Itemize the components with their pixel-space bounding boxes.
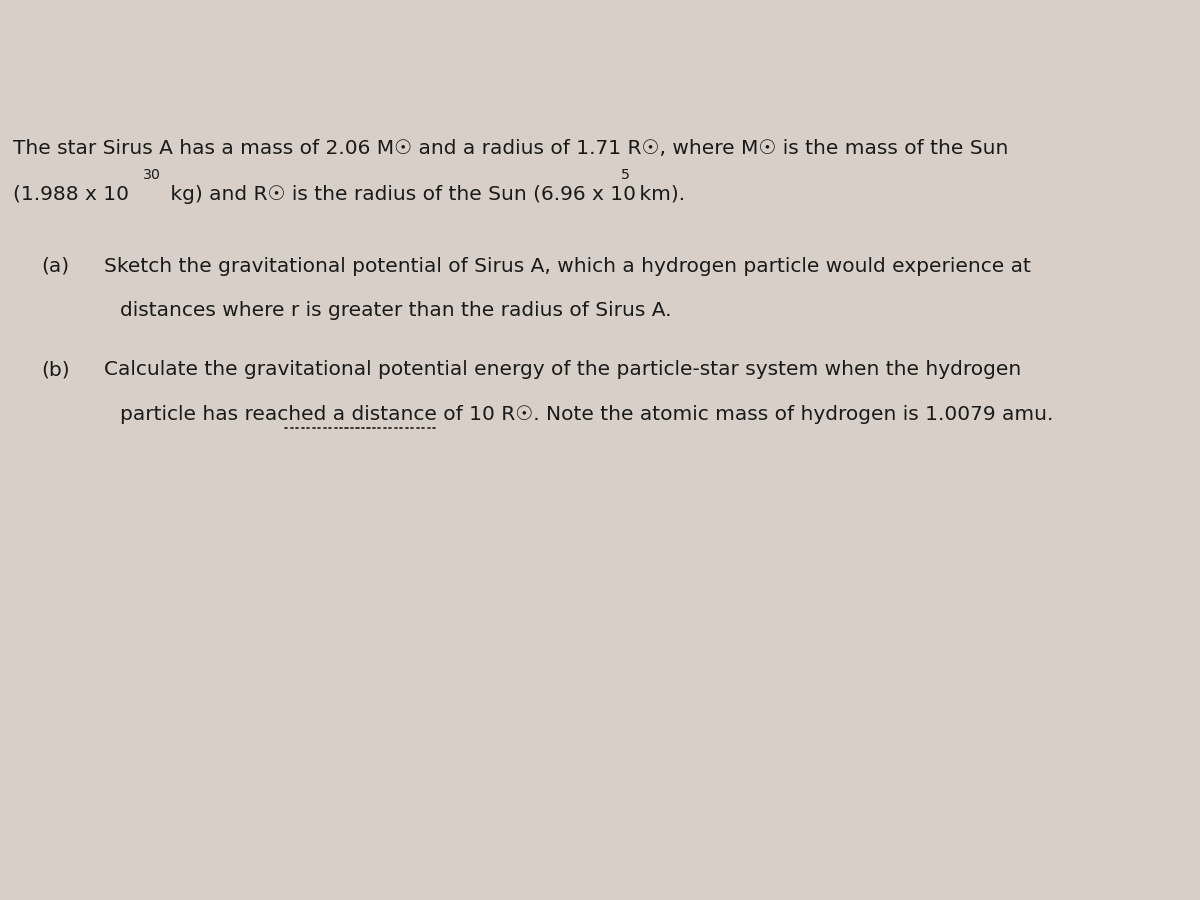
Text: The star Sirus A has a mass of 2.06 M☉ and a radius of 1.71 R☉, where M☉ is the : The star Sirus A has a mass of 2.06 M☉ a…	[13, 140, 1008, 158]
Text: (a): (a)	[42, 256, 70, 275]
Text: (b): (b)	[42, 360, 71, 379]
Text: Sketch the gravitational potential of Sirus A, which a hydrogen particle would e: Sketch the gravitational potential of Si…	[104, 256, 1031, 275]
Text: (1.988 x 10: (1.988 x 10	[13, 184, 130, 203]
Text: distances where r is greater than the radius of Sirus A.: distances where r is greater than the ra…	[120, 302, 672, 320]
Text: kg) and R☉ is the radius of the Sun (6.96 x 10: kg) and R☉ is the radius of the Sun (6.9…	[164, 184, 636, 203]
Text: particle has reached a distance of 10 R☉. Note the atomic mass of hydrogen is 1.: particle has reached a distance of 10 R☉…	[120, 405, 1054, 424]
Text: Calculate the gravitational potential energy of the particle-star system when th: Calculate the gravitational potential en…	[104, 360, 1021, 379]
Text: 30: 30	[143, 168, 161, 183]
Text: 5: 5	[620, 168, 630, 183]
Text: km).: km).	[632, 184, 685, 203]
